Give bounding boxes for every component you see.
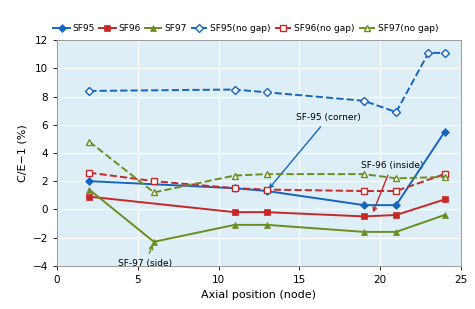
Legend: SF95, SF96, SF97, SF95(no gap), SF96(no gap), SF97(no gap): SF95, SF96, SF97, SF95(no gap), SF96(no …: [54, 24, 438, 33]
X-axis label: Axial position (node): Axial position (node): [201, 290, 316, 300]
Text: SF-96 (inside): SF-96 (inside): [361, 161, 423, 211]
Y-axis label: C/E−1 (%): C/E−1 (%): [17, 124, 27, 182]
Text: SF-95 (corner): SF-95 (corner): [270, 113, 361, 188]
Text: SF-97 (side): SF-97 (side): [118, 246, 172, 268]
